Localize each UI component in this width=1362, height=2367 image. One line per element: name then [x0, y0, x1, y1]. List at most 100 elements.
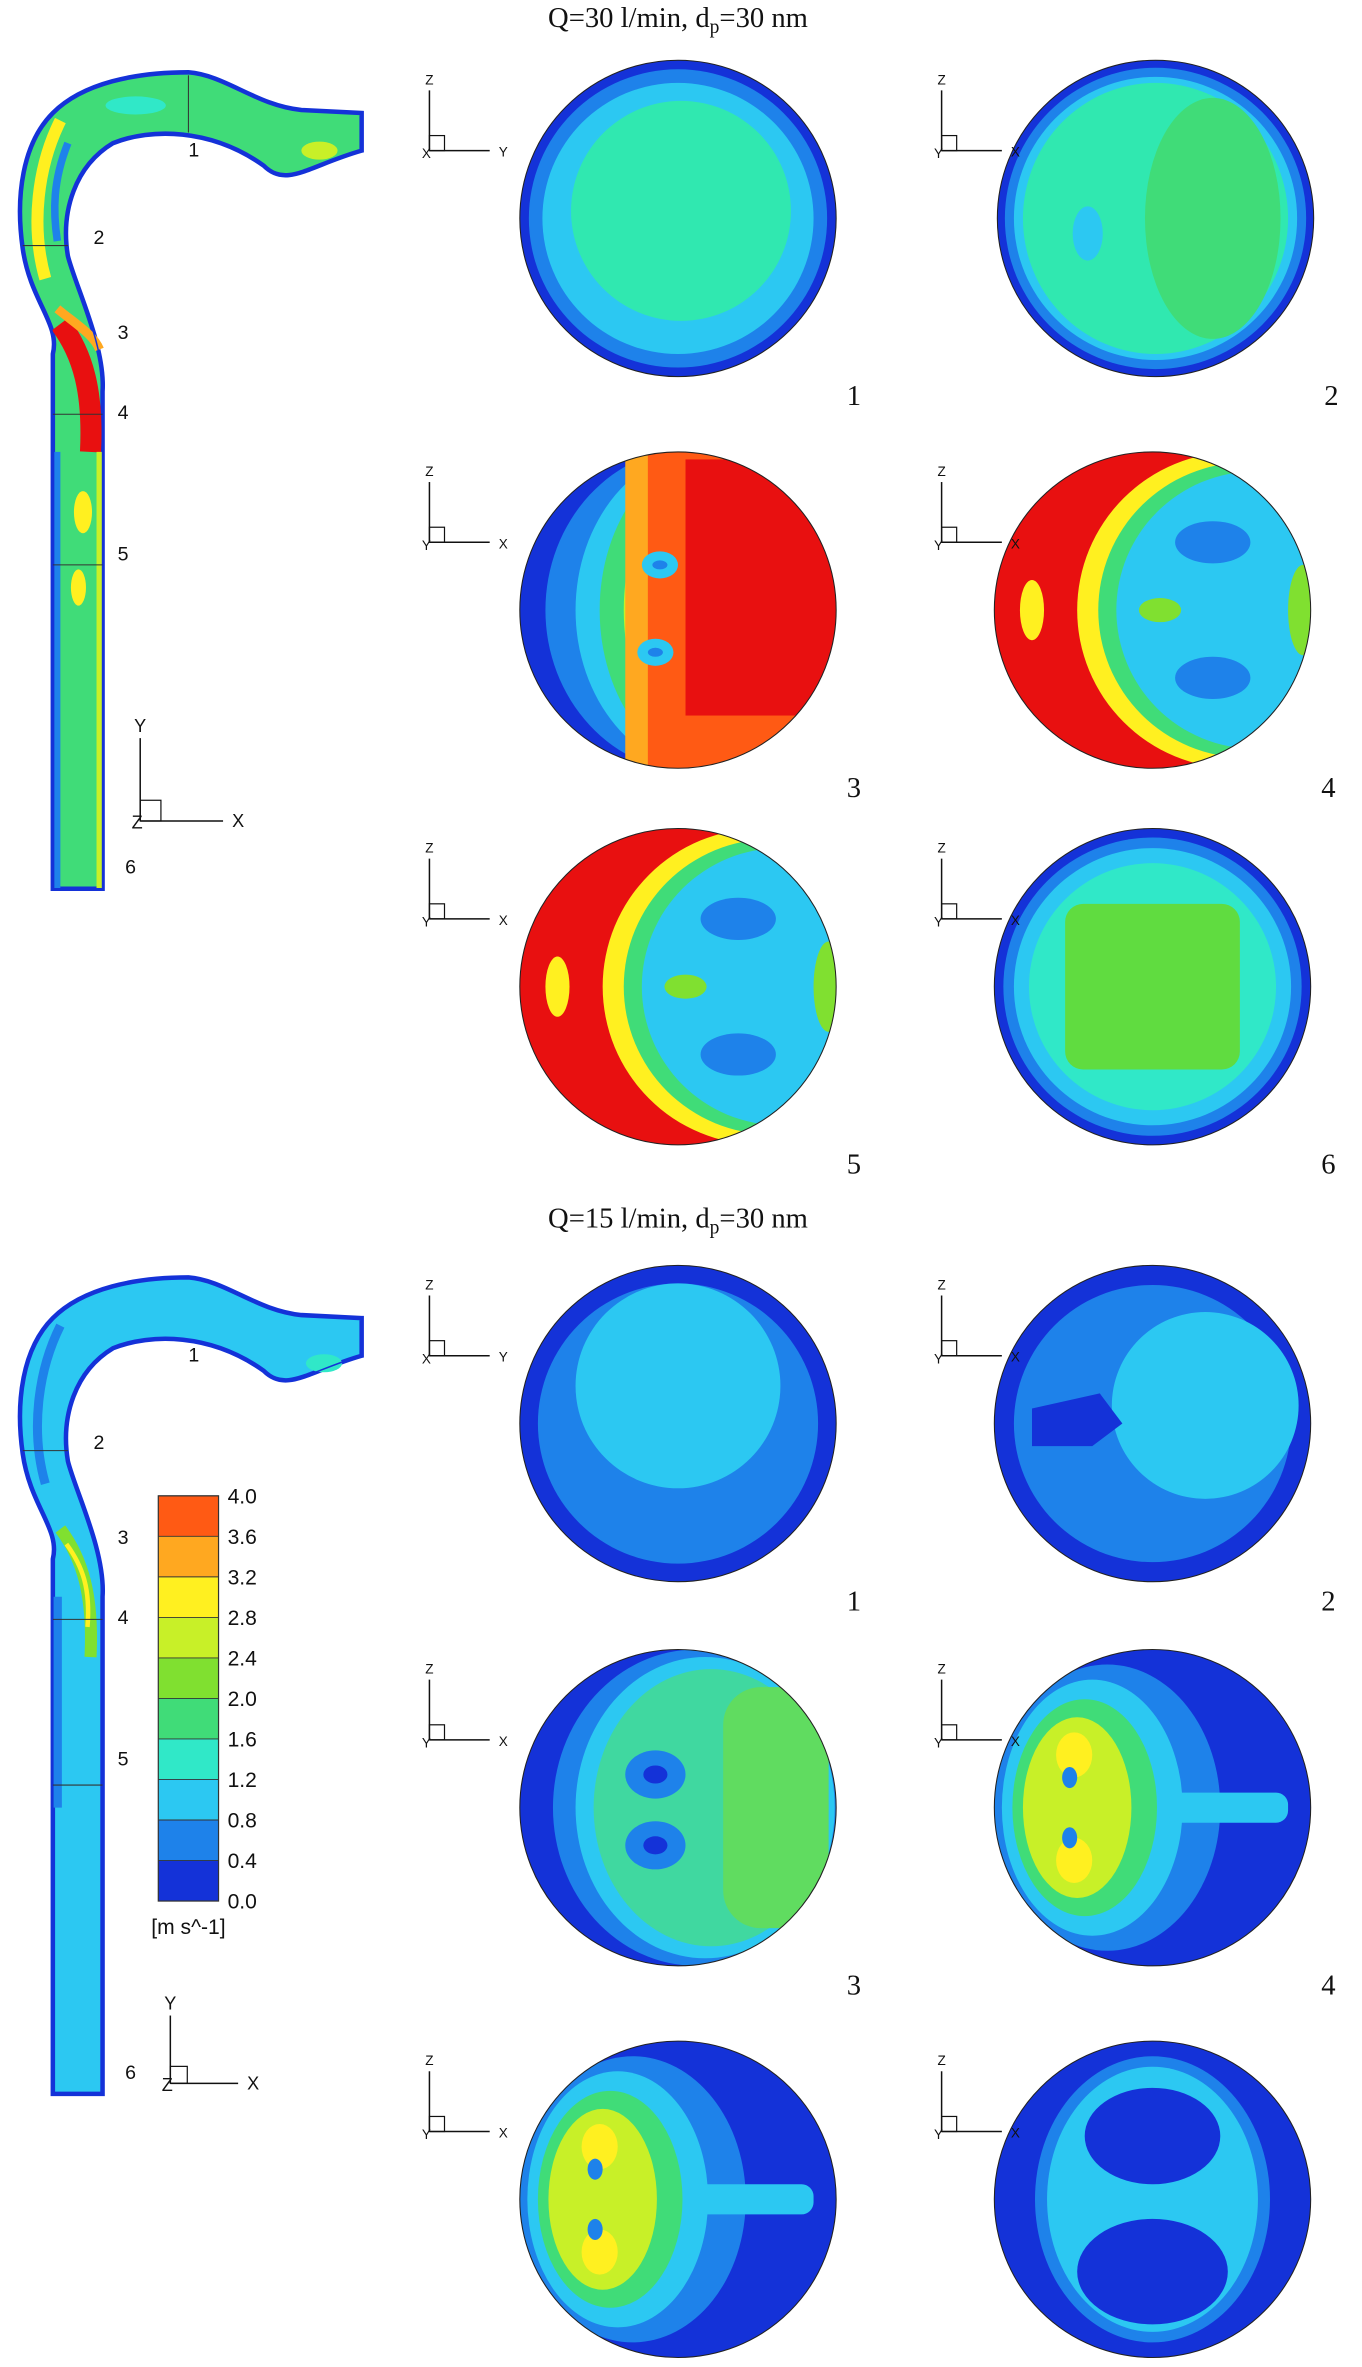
axis-label: Z — [937, 1662, 945, 1677]
color-band — [158, 1698, 219, 1739]
color-band — [158, 1495, 219, 1537]
title-rest: =30 nm — [719, 1203, 807, 1235]
axis-label: X — [499, 536, 508, 551]
axis-label: X — [499, 2126, 508, 2141]
axis-label: Z — [425, 1277, 433, 1292]
axis-label: Y — [422, 914, 431, 929]
station-label: 6 — [125, 2062, 136, 2084]
axis-label: Z — [425, 1662, 433, 1677]
axis-label: Z — [162, 2075, 173, 2095]
airway-geometry — [20, 72, 362, 888]
axis-label: Z — [937, 72, 945, 87]
axis-label: X — [499, 913, 508, 928]
axis-label: Y — [422, 538, 431, 553]
panel-number: 2 — [1321, 1585, 1335, 1617]
station-label: 2 — [94, 227, 105, 249]
panel-number: 6 — [1321, 1148, 1335, 1180]
axis-box — [428, 1724, 446, 1741]
axis-label: Z — [425, 72, 433, 87]
axis-box — [428, 134, 446, 152]
axis-label: X — [1011, 913, 1020, 928]
colorbar-tick-label: 0.4 — [228, 1850, 258, 1873]
panel-number: 1 — [847, 1585, 861, 1617]
contour-panel — [993, 451, 1312, 769]
contour-panel — [996, 59, 1315, 378]
panel-number: 2 — [1324, 380, 1338, 412]
color-band — [158, 1860, 219, 1902]
axis-label: Y — [934, 1351, 943, 1366]
station-label: 1 — [188, 140, 199, 162]
panel-number: 4 — [1321, 772, 1335, 804]
axis-label: Y — [934, 146, 943, 161]
contour-panel — [993, 1648, 1312, 1967]
axis-box — [428, 1340, 446, 1357]
colorbar-tick-label: 1.2 — [228, 1769, 257, 1792]
colorbar-tick-label: 1.6 — [228, 1728, 257, 1751]
axis-box — [941, 903, 958, 920]
axis-box — [139, 799, 162, 822]
colorbar-tick-label: 3.2 — [228, 1566, 257, 1589]
axis-box — [941, 1340, 958, 1357]
axis-label: X — [247, 2073, 259, 2093]
station-label: 3 — [118, 322, 129, 344]
contour-panel — [519, 2040, 837, 2359]
colorbar-unit: [m s^-1] — [151, 1916, 225, 1939]
axis-label: Z — [425, 2053, 433, 2068]
axis-label: X — [1011, 145, 1020, 160]
section-title: Q=30 l/min, dp=30 nm — [548, 2, 808, 38]
contour-panel — [519, 451, 837, 769]
title-main: Q=30 l/min, d — [548, 2, 710, 34]
station-label: 3 — [118, 1527, 129, 1549]
axis-label: Y — [164, 1994, 176, 2014]
axis-label: X — [1011, 1350, 1020, 1365]
colorbar-tick-label: 0.0 — [228, 1891, 257, 1914]
axis-label: Y — [499, 1350, 508, 1365]
contour-panel — [993, 827, 1312, 1146]
axis-label: X — [1011, 1734, 1020, 1749]
axis-label: X — [1011, 536, 1020, 551]
axis-box — [428, 903, 446, 920]
axis-box — [428, 2115, 446, 2133]
color-band — [158, 1576, 219, 1618]
station-label: 5 — [118, 543, 129, 565]
panel-number: 5 — [847, 1148, 861, 1180]
axis-label: Y — [499, 145, 508, 160]
colorbar-tick-label: 2.0 — [228, 1688, 257, 1711]
title-main: Q=15 l/min, d — [548, 1203, 710, 1235]
axis-label: Z — [425, 464, 433, 479]
panel-number: 1 — [847, 380, 861, 412]
axis-label: X — [499, 1734, 508, 1749]
station-label: 6 — [125, 857, 136, 879]
contour-panel — [519, 1264, 837, 1583]
colorbar-tick-label: 2.8 — [228, 1607, 257, 1630]
axis-label: Z — [132, 813, 143, 833]
contour-panel — [993, 1264, 1312, 1583]
axis-label: Y — [422, 1735, 431, 1750]
colorbar-tick-label: 0.8 — [228, 1810, 257, 1833]
axis-box — [941, 526, 958, 543]
axis-box — [941, 2115, 958, 2133]
section-title: Q=15 l/min, dp=30 nm — [548, 1203, 808, 1239]
axis-label: Z — [937, 464, 945, 479]
axis-box — [169, 2065, 188, 2084]
panel-number: 3 — [847, 772, 861, 804]
axis-label: Z — [937, 1277, 945, 1292]
axis-label: Z — [937, 841, 945, 856]
axis-label: Y — [934, 1735, 943, 1750]
colorbar-tick-label: 2.4 — [228, 1647, 258, 1670]
axis-box — [941, 134, 958, 152]
axis-label: X — [422, 146, 431, 161]
color-band — [158, 1738, 219, 1780]
color-band — [158, 1820, 219, 1861]
axis-label: X — [422, 1351, 431, 1366]
color-band — [158, 1617, 219, 1658]
title-rest: =30 nm — [719, 2, 807, 34]
colorbar-tick-label: 4.0 — [228, 1485, 257, 1508]
axis-box — [428, 526, 446, 543]
station-label: 1 — [188, 1345, 199, 1367]
axis-label: X — [232, 811, 244, 831]
axis-label: Y — [934, 914, 943, 929]
contour-panel — [993, 2040, 1312, 2359]
color-band — [158, 1779, 219, 1821]
